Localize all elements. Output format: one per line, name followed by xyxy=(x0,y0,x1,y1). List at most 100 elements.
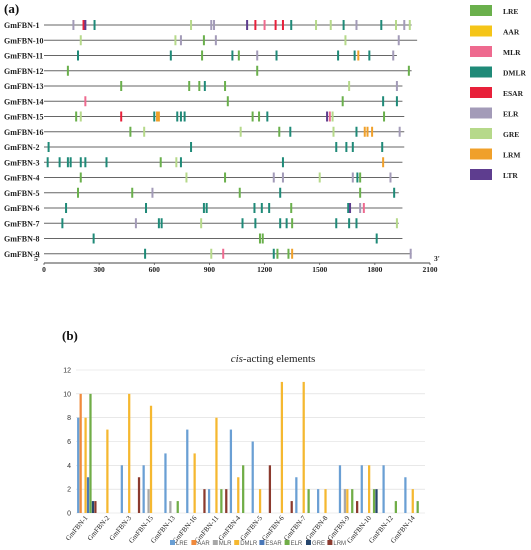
bar-lre xyxy=(338,465,342,513)
bar-lrm xyxy=(356,501,359,513)
element-mark-esar xyxy=(274,20,277,30)
bar-legend-swatch xyxy=(170,540,175,545)
element-mark-lre xyxy=(278,126,281,137)
element-mark-elr xyxy=(134,218,137,229)
gene-row: GmFBN-7 xyxy=(4,218,399,229)
element-mark-lre xyxy=(287,248,290,259)
bar-lre xyxy=(77,417,80,513)
element-mark-dmlr xyxy=(395,96,398,107)
element-mark-lre xyxy=(202,35,205,46)
element-mark-dmlr xyxy=(279,218,282,229)
x-tick-label: GmFBN-14 xyxy=(389,514,417,545)
element-mark-lre xyxy=(407,65,410,76)
gene-label: GmFBN-14 xyxy=(4,97,44,106)
bar-mlr xyxy=(169,501,172,513)
y-tick-label: 10 xyxy=(63,391,71,398)
element-mark-elr xyxy=(72,20,75,30)
gene-label: GmFBN-7 xyxy=(4,219,40,228)
bar-elr xyxy=(220,489,223,513)
element-mark-elr xyxy=(214,35,217,46)
bar-mlr xyxy=(343,489,347,513)
bar-elr xyxy=(307,489,310,513)
element-mark-elr xyxy=(213,20,216,30)
element-mark-lre xyxy=(120,81,123,91)
bar-lre xyxy=(251,441,254,513)
bar-lrm xyxy=(137,477,141,513)
element-mark-dmlr xyxy=(337,50,340,61)
axis-end-label: 3' xyxy=(434,254,440,263)
element-mark-dmlr xyxy=(231,50,234,61)
bar-elr xyxy=(89,393,92,513)
element-mark-dmlr xyxy=(275,50,278,61)
bar-legend-label: ELR xyxy=(291,541,303,547)
bar-dmlr xyxy=(106,429,109,513)
element-mark-lre xyxy=(290,203,293,213)
legend-label: AAR xyxy=(503,28,520,37)
gene-row: GmFBN-13 xyxy=(4,81,403,91)
y-gridlines: 0 2 4 6 8 10 12 xyxy=(63,368,425,518)
axis-tick-label: 300 xyxy=(94,265,106,274)
legend-label: MLR xyxy=(503,48,521,57)
element-mark-gre xyxy=(318,172,321,183)
legend-swatch xyxy=(470,25,492,37)
element-mark-lrm xyxy=(366,126,369,137)
element-mark-lrm xyxy=(157,111,160,122)
element-mark-gre xyxy=(344,35,347,46)
element-mark-dmlr xyxy=(79,157,82,168)
y-tick-label: 0 xyxy=(67,511,71,518)
bar-mlr xyxy=(147,489,150,513)
gene-row: GmFBN-1 xyxy=(4,20,412,30)
element-mark-lre xyxy=(79,172,82,183)
bar-lre xyxy=(120,465,123,513)
element-mark-dmlr xyxy=(356,172,359,183)
promoter-element-map: (a) GmFBN-1GmFBN-10GmFBN-11GmFBN-12GmFBN… xyxy=(4,1,526,274)
element-mark-dmlr xyxy=(153,111,156,122)
position-axis: 5' 3' 0 300 600 900 1200 1500 1800 2100 xyxy=(34,254,440,274)
element-mark-dmlr xyxy=(290,20,293,30)
element-mark-lre xyxy=(258,111,261,122)
bar-legend-swatch xyxy=(284,540,290,545)
gene-row: GmFBN-5 xyxy=(4,187,399,198)
y-tick-label: 8 xyxy=(67,415,71,422)
element-mark-gre xyxy=(200,218,203,229)
x-tick-label: GmFBN-9 xyxy=(326,514,352,542)
element-mark-dmlr xyxy=(342,20,345,30)
element-mark-elr xyxy=(403,20,406,30)
element-mark-esar xyxy=(281,20,284,30)
bar-lre xyxy=(186,429,189,513)
x-tick-labels: GmFBN-1GmFBN-2GmFBN-3GmFBN-15GmFBN-13GmF… xyxy=(64,514,417,545)
element-mark-lre xyxy=(75,111,78,122)
element-mark-gre xyxy=(185,172,188,183)
element-mark-gre xyxy=(175,157,178,168)
element-mark-elr xyxy=(272,172,275,183)
element-mark-dmlr xyxy=(65,203,68,213)
bar-lre xyxy=(295,477,298,513)
element-mark-elr xyxy=(398,126,401,137)
element-mark-ltr xyxy=(326,111,329,122)
element-mark-dmlr xyxy=(382,96,385,107)
gene-label: GmFBN-3 xyxy=(4,158,40,167)
gene-label: GmFBN-11 xyxy=(4,52,43,61)
element-mark-lre xyxy=(201,50,204,61)
legend-label: LRE xyxy=(503,7,518,16)
element-mark-lre xyxy=(251,111,254,122)
bar-legend-swatch xyxy=(234,540,240,545)
element-mark-dmlr xyxy=(144,248,147,259)
bar-elr xyxy=(351,489,354,513)
element-mark-lrm xyxy=(371,126,374,137)
element-mark-mlr xyxy=(362,203,365,213)
x-tick-label: GmFBN-3 xyxy=(108,514,134,542)
bar-dmlr xyxy=(324,489,327,513)
element-mark-dmlr xyxy=(169,50,172,61)
element-mark-dmlr xyxy=(253,203,256,213)
gene-row: GmFBN-9 xyxy=(4,248,412,259)
element-mark-lre xyxy=(341,96,344,107)
bar-dmlr xyxy=(368,465,371,513)
axis-start-label: 5' xyxy=(34,254,40,263)
gene-label: GmFBN-5 xyxy=(4,189,40,198)
bar-legend-label: LRE xyxy=(176,541,188,547)
bar-gre xyxy=(91,501,95,513)
element-mark-gre xyxy=(395,218,398,229)
element-mark-mlr xyxy=(222,248,225,259)
y-tick-label: 2 xyxy=(67,487,71,494)
